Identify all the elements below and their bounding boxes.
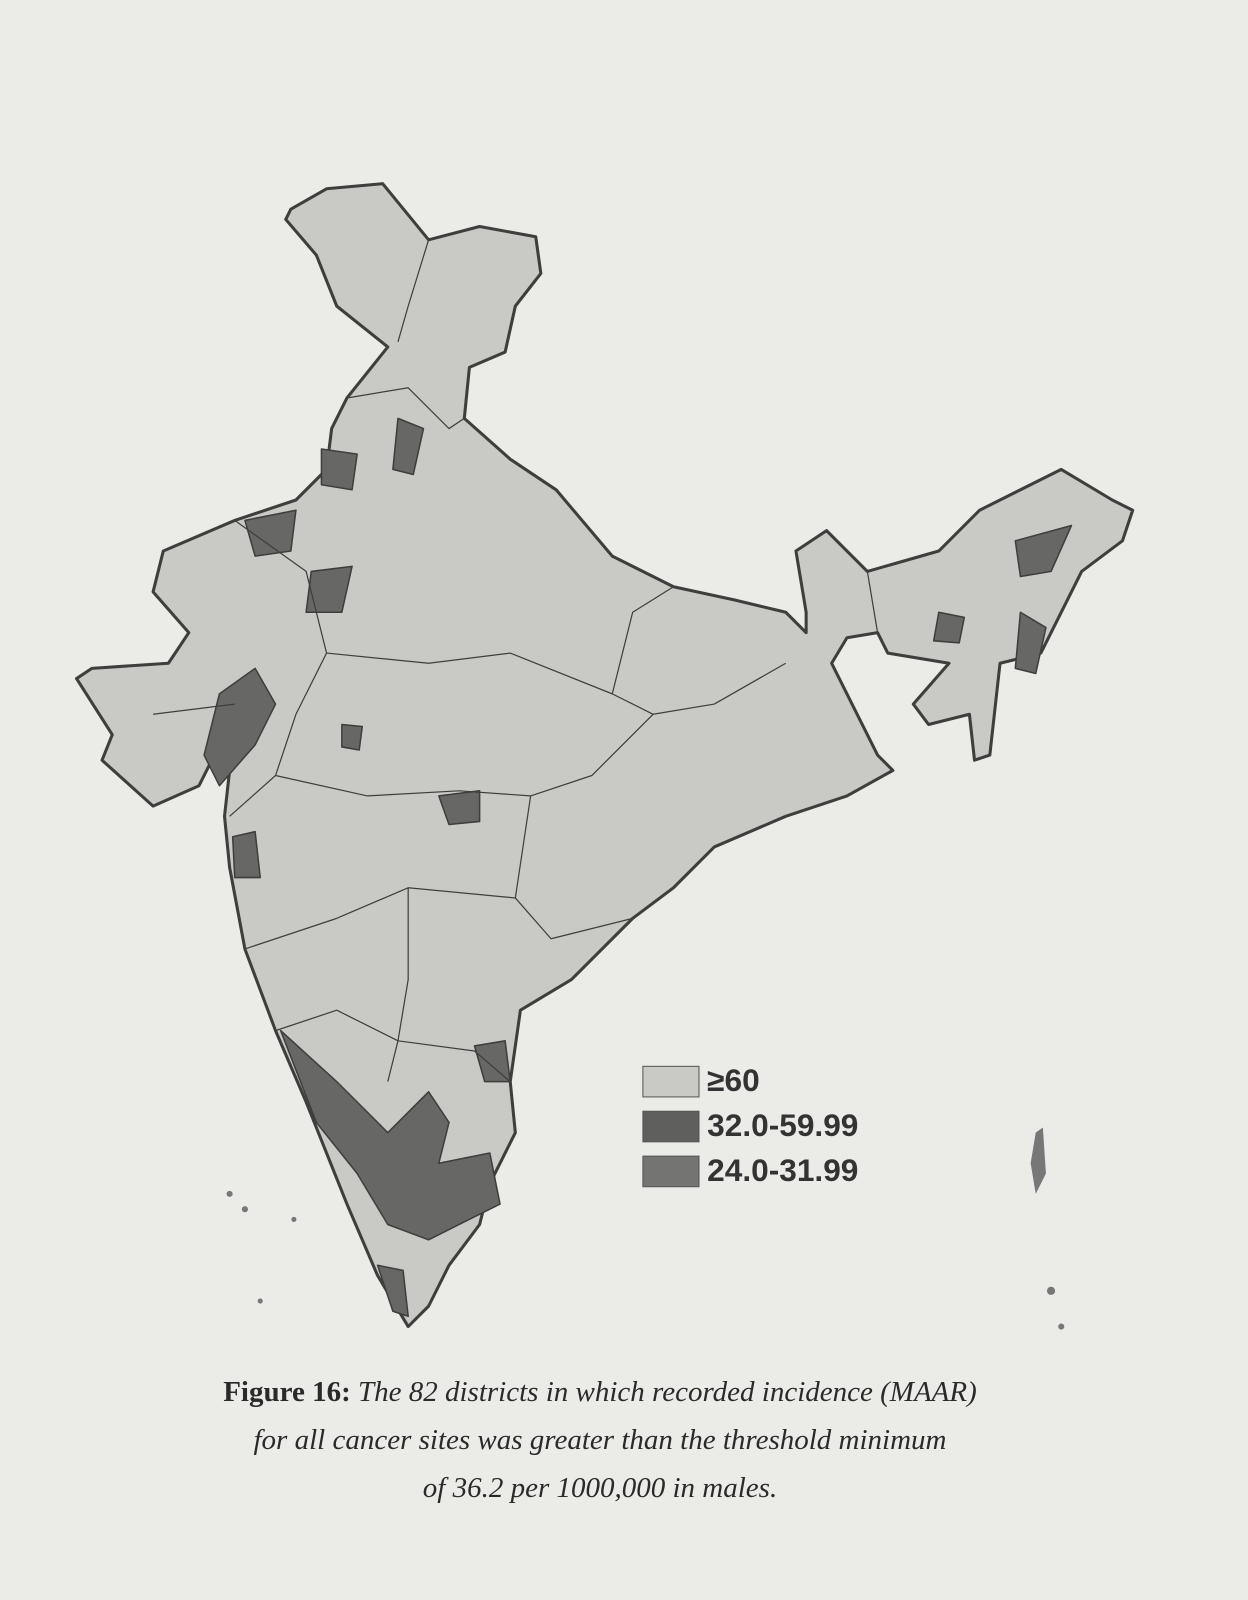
- district: [203, 667, 277, 787]
- legend-swatch: [642, 1155, 700, 1188]
- island: [226, 1190, 233, 1197]
- border: [275, 1009, 511, 1083]
- border: [387, 887, 409, 1082]
- island: [1046, 1286, 1056, 1295]
- district: [279, 1029, 501, 1241]
- legend-swatch: [642, 1110, 700, 1143]
- border: [514, 795, 633, 940]
- islands: [226, 1127, 1065, 1330]
- caption-text: of 36.2 per 1000,000 in males.: [422, 1472, 778, 1504]
- island: [257, 1298, 263, 1304]
- caption-text: The 82 districts in which recorded incid…: [357, 1376, 977, 1408]
- border: [275, 713, 654, 797]
- legend-label: ≥60: [707, 1062, 760, 1098]
- district: [341, 723, 364, 751]
- legend-label: 32.0-59.99: [707, 1107, 858, 1143]
- legend-label: 24.0-31.99: [707, 1152, 858, 1188]
- caption: Figure 16: The 82 districts in which rec…: [100, 1368, 1100, 1512]
- border: [229, 519, 328, 817]
- district: [932, 611, 966, 644]
- border: [866, 571, 879, 633]
- border: [611, 586, 674, 695]
- border: [244, 887, 516, 950]
- district: [1014, 611, 1047, 675]
- district: [320, 448, 358, 491]
- caption-text: for all cancer sites was greater than th…: [253, 1424, 947, 1456]
- district-borders: [153, 239, 879, 1083]
- district: [231, 830, 261, 879]
- district: [244, 509, 297, 557]
- island: [291, 1216, 297, 1222]
- border: [153, 703, 235, 715]
- district: [392, 417, 425, 476]
- figure-label: Figure 16:: [223, 1376, 351, 1408]
- district: [1014, 524, 1073, 578]
- caption-line: Figure 16: The 82 districts in which rec…: [100, 1368, 1100, 1416]
- district: [305, 565, 353, 614]
- island: [1058, 1323, 1065, 1330]
- high-incidence-districts: [203, 417, 1073, 1318]
- island: [1030, 1127, 1046, 1194]
- border: [346, 387, 465, 430]
- district: [438, 790, 481, 826]
- district: [376, 1264, 409, 1318]
- legend-swatch: [642, 1065, 700, 1098]
- island: [241, 1206, 248, 1213]
- india-map: [75, 182, 1135, 1330]
- legend: ≥60 32.0-59.99 24.0-31.99: [642, 1062, 858, 1188]
- border: [397, 239, 430, 343]
